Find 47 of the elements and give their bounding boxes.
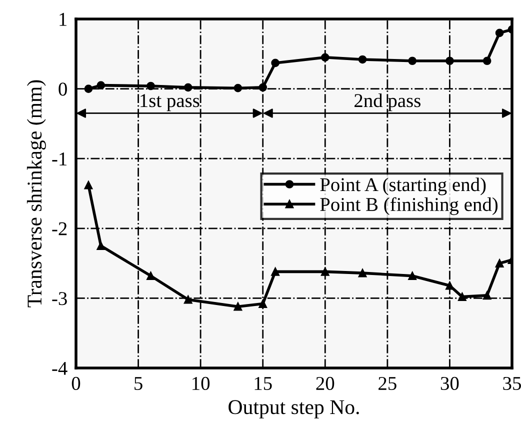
point xyxy=(96,242,106,250)
x-tick-label: 5 xyxy=(134,377,142,390)
point xyxy=(146,82,155,90)
y-tick-label: -3 xyxy=(52,292,67,306)
band-label: 1st pass xyxy=(140,94,200,112)
point xyxy=(495,259,504,268)
y-tick-label: 0 xyxy=(58,82,67,96)
point xyxy=(458,292,466,301)
legend-label: Point A (starting end) xyxy=(320,178,486,196)
x-tick-label: 30 xyxy=(440,376,459,390)
y-tick-label: 1 xyxy=(60,12,66,26)
point xyxy=(271,58,280,68)
y-axis-title: Transverse shrinkage (mm) xyxy=(26,80,46,308)
point xyxy=(96,81,106,90)
y-tick-label: -2 xyxy=(52,222,67,236)
x-axis-title: Output step No. xyxy=(228,400,359,418)
y-tick-label: -4 xyxy=(52,362,68,375)
x-tick-label: 20 xyxy=(316,376,334,390)
point xyxy=(446,56,454,66)
point xyxy=(234,302,242,311)
y-tick-label: -1 xyxy=(52,152,66,166)
point xyxy=(482,291,492,300)
point xyxy=(358,268,367,278)
x-tick-label: 10 xyxy=(192,376,210,390)
x-tick-label: 25 xyxy=(378,376,396,390)
point xyxy=(358,55,367,64)
point xyxy=(184,83,192,92)
x-tick-label: 35 xyxy=(503,376,521,390)
point xyxy=(184,295,192,304)
point xyxy=(84,180,93,190)
point xyxy=(408,272,417,280)
point xyxy=(446,281,454,290)
point xyxy=(271,268,280,276)
point xyxy=(146,272,155,280)
point xyxy=(84,84,93,93)
point xyxy=(258,300,268,308)
x-tick-label: 15 xyxy=(254,376,272,390)
band-label: 2nd pass xyxy=(354,94,420,112)
legend-label: Point B (finishing end) xyxy=(320,197,498,216)
point xyxy=(408,56,417,66)
point xyxy=(234,84,242,92)
point xyxy=(320,53,330,62)
point xyxy=(258,83,268,92)
x-tick-label: 0 xyxy=(72,376,80,390)
point xyxy=(320,268,330,276)
point xyxy=(495,28,504,38)
point xyxy=(482,56,492,66)
